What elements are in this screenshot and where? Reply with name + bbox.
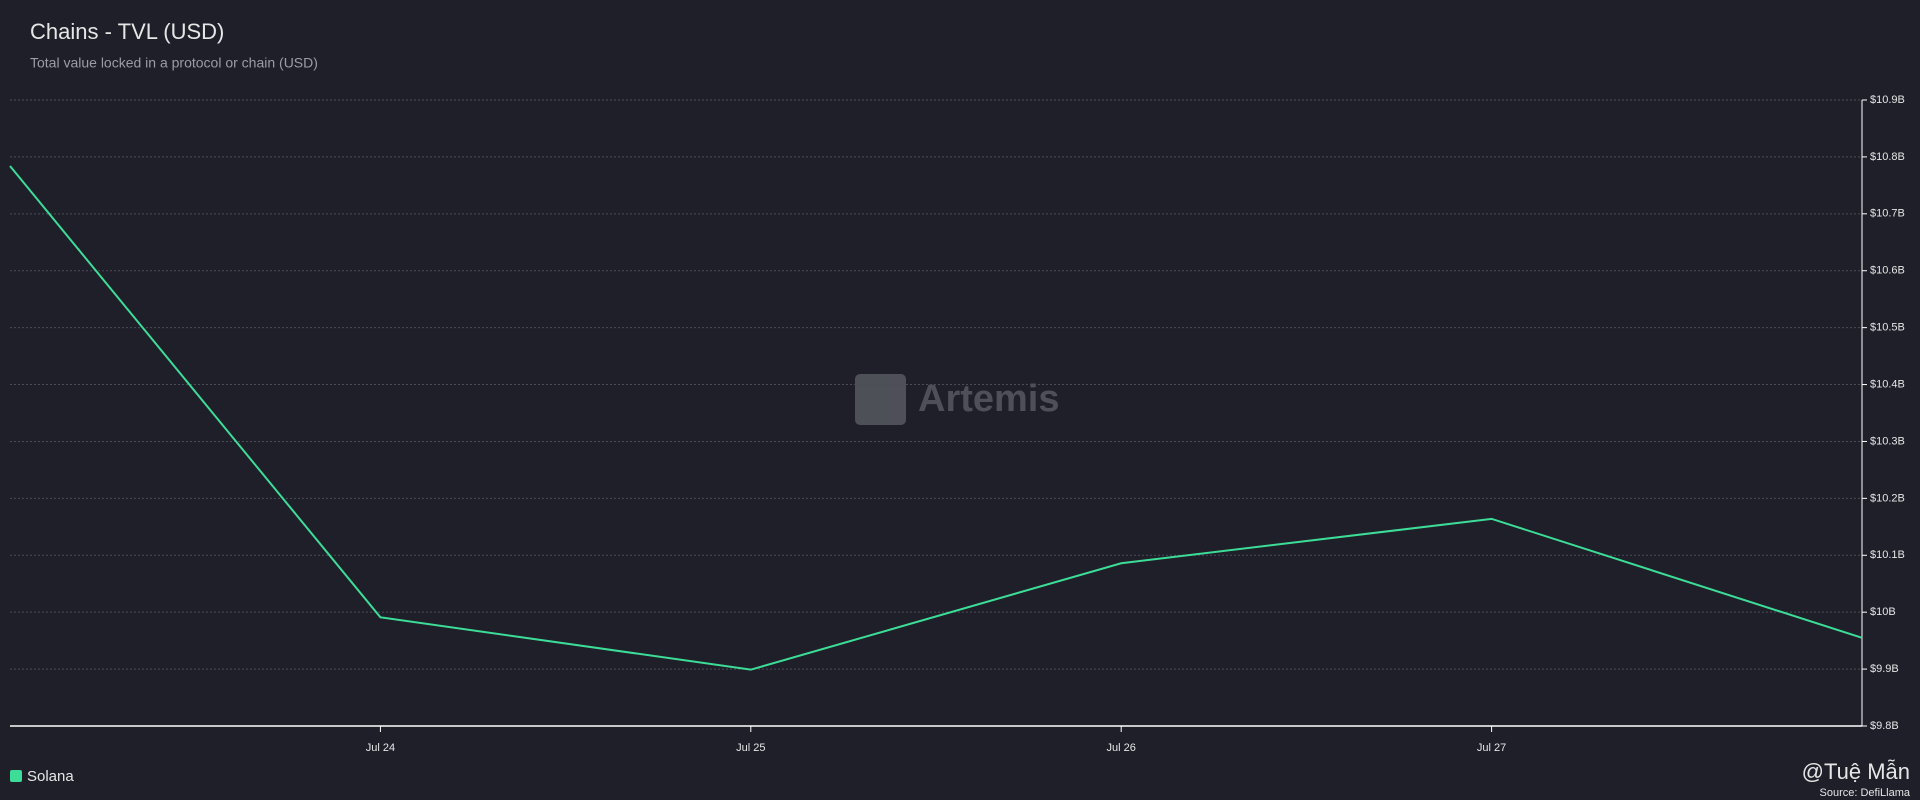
legend-swatch: [10, 770, 22, 782]
y-tick-label: $10.9B: [1870, 94, 1905, 106]
chart-title: Chains - TVL (USD): [30, 19, 224, 44]
y-tick-label: $10B: [1870, 606, 1896, 618]
y-tick-label: $9.8B: [1870, 720, 1899, 732]
source: Source: DefiLlama: [1820, 787, 1911, 799]
x-tick-label: Jul 25: [736, 742, 765, 754]
x-tick-label: Jul 27: [1477, 742, 1506, 754]
y-tick-label: $10.6B: [1870, 265, 1905, 277]
y-tick-label: $10.1B: [1870, 549, 1905, 561]
y-tick-label: $10.4B: [1870, 378, 1905, 390]
y-tick-label: $10.2B: [1870, 492, 1905, 504]
y-tick-label: $10.3B: [1870, 435, 1905, 447]
line-series: [9, 165, 1863, 671]
y-tick-label: $9.9B: [1870, 663, 1899, 675]
y-tick-label: $10.8B: [1870, 151, 1905, 163]
watermark-logo: [855, 374, 906, 425]
chart-subtitle: Total value locked in a protocol or chai…: [30, 55, 318, 71]
credit: @Tuệ Mẫn: [1802, 759, 1910, 784]
x-tick-label: Jul 26: [1107, 742, 1136, 754]
watermark: Artemis: [855, 374, 1060, 425]
y-tick-label: $10.7B: [1870, 208, 1905, 220]
legend-label: Solana: [27, 768, 74, 785]
y-tick-label: $10.5B: [1870, 322, 1905, 334]
x-tick-label: Jul 24: [366, 742, 395, 754]
